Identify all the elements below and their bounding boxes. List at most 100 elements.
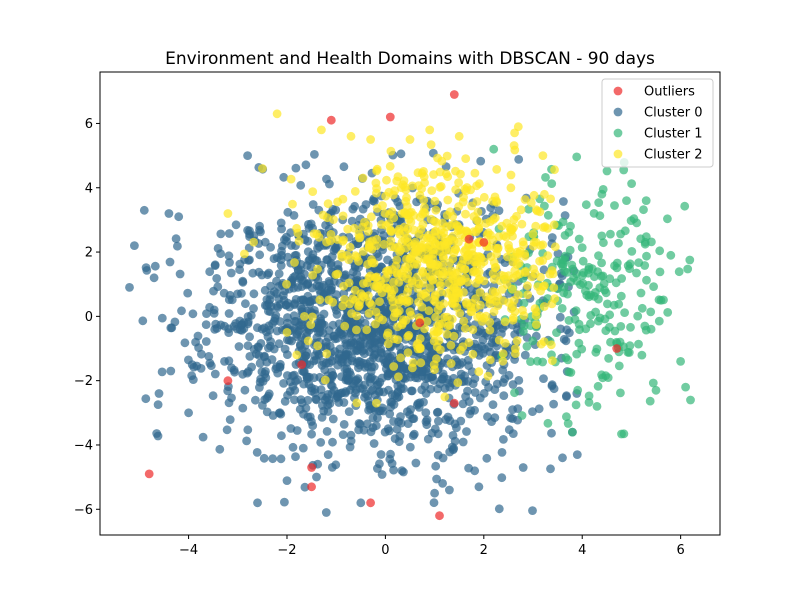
data-point (485, 355, 495, 365)
data-point (559, 334, 569, 344)
data-point (396, 353, 405, 363)
data-point (419, 167, 428, 176)
data-point (518, 463, 528, 472)
data-point (624, 348, 634, 357)
data-point (225, 415, 235, 424)
data-point (539, 337, 549, 347)
data-point (476, 156, 486, 166)
data-point (586, 311, 596, 320)
data-point (224, 251, 234, 261)
data-point (238, 403, 248, 413)
data-point (535, 207, 545, 217)
data-point (528, 506, 537, 515)
y-tick-label: 2 (85, 246, 93, 261)
data-point (378, 201, 387, 210)
data-point (491, 297, 501, 306)
data-point (330, 347, 340, 356)
data-point (442, 329, 452, 339)
data-point (475, 325, 485, 334)
data-point (459, 316, 469, 326)
data-point (240, 385, 250, 395)
data-point (595, 313, 605, 323)
data-point (565, 245, 575, 255)
data-point (338, 211, 348, 221)
data-point (403, 348, 413, 358)
data-point (409, 259, 419, 269)
data-point (421, 417, 431, 427)
data-point (403, 419, 413, 428)
data-point (283, 252, 293, 262)
data-point (405, 442, 415, 452)
data-point (622, 196, 631, 206)
data-point (543, 251, 553, 261)
data-point (411, 373, 420, 383)
data-point (293, 265, 303, 275)
data-point (446, 359, 456, 368)
legend-label: Cluster 1 (644, 127, 703, 142)
data-point (429, 330, 439, 340)
data-point (308, 421, 318, 430)
data-point (395, 201, 405, 211)
data-point (327, 463, 337, 472)
data-point (308, 187, 318, 197)
data-point (469, 212, 479, 221)
data-point (447, 314, 457, 324)
data-point (350, 201, 360, 211)
data-point (429, 295, 439, 305)
data-point (231, 220, 241, 230)
data-point (202, 309, 211, 318)
data-point (490, 385, 500, 394)
data-point (492, 165, 502, 174)
data-point (234, 342, 244, 351)
data-point (489, 215, 498, 224)
data-point (555, 312, 565, 322)
data-point (619, 165, 629, 175)
data-point (460, 323, 470, 333)
data-point (264, 268, 274, 278)
series-outliers (144, 90, 622, 521)
data-point (188, 309, 198, 319)
data-point (318, 210, 328, 220)
data-point (365, 237, 374, 247)
data-point (308, 312, 317, 322)
y-tick-label: 0 (85, 310, 93, 325)
data-point (328, 414, 338, 424)
data-point (494, 504, 504, 514)
data-point (456, 416, 466, 426)
data-point (449, 444, 459, 453)
data-point (574, 338, 584, 348)
data-point (461, 154, 471, 164)
data-point (683, 264, 693, 274)
data-point (408, 358, 418, 368)
data-point (464, 249, 473, 259)
data-point (243, 425, 253, 435)
data-point (433, 450, 443, 460)
data-point (546, 464, 555, 474)
data-point (426, 140, 436, 150)
data-point (474, 482, 484, 492)
legend-item: Cluster 0 (613, 106, 703, 121)
data-point (528, 407, 537, 416)
data-point (531, 221, 541, 231)
data-point (589, 209, 599, 218)
data-point (351, 251, 360, 260)
data-point (373, 464, 382, 473)
data-point (620, 226, 630, 236)
data-point (359, 279, 368, 288)
data-point (387, 242, 396, 252)
data-point (282, 335, 292, 345)
data-point (306, 320, 316, 329)
data-point (198, 432, 208, 442)
data-point (520, 251, 530, 261)
data-point (248, 268, 258, 278)
data-point (431, 261, 440, 271)
data-point (344, 278, 354, 288)
data-point (654, 316, 664, 326)
data-point (489, 144, 499, 154)
data-point (274, 269, 284, 279)
data-point (352, 325, 361, 335)
data-point (292, 350, 302, 360)
data-point (629, 214, 639, 224)
data-point (389, 285, 399, 295)
data-point (219, 288, 229, 298)
